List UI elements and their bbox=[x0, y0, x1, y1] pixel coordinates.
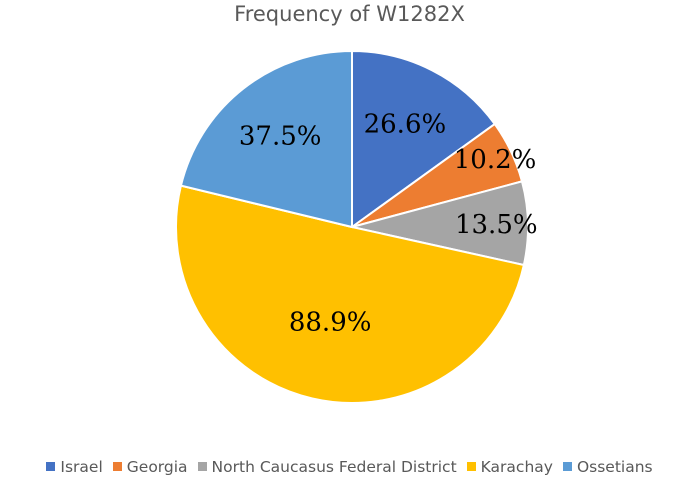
chart-title: Frequency of W1282X bbox=[234, 2, 465, 26]
pie-slice-ossetians bbox=[179, 49, 353, 229]
legend-label: Ossetians bbox=[576, 458, 653, 476]
data-label-ossetians: 37.5% bbox=[239, 122, 322, 152]
data-label-georgia: 10.2% bbox=[454, 145, 537, 175]
legend-label: Karachay bbox=[480, 458, 553, 476]
pie-chart: 26.6%10.2% 13.5% 88.9% 37.5% bbox=[175, 49, 538, 404]
legend-swatch bbox=[112, 462, 122, 471]
data-label-israel: 26.6% bbox=[364, 110, 447, 140]
legend-item-israel: Israel bbox=[46, 458, 103, 476]
legend-swatch bbox=[46, 462, 56, 471]
legend-item-ossetians: Ossetians bbox=[562, 458, 653, 476]
legend: Israel Georgia North Caucasus Federal Dist… bbox=[0, 458, 699, 476]
legend-item-north-caucasus-federal-district: North Caucasus Federal District bbox=[197, 458, 457, 476]
pie-slice-israel bbox=[351, 49, 497, 229]
legend-label: Israel bbox=[60, 458, 103, 476]
legend-item-karachay: Karachay bbox=[466, 458, 553, 476]
legend-swatch bbox=[197, 462, 207, 471]
legend-swatch bbox=[562, 462, 572, 471]
data-label-karachay: 88.9% bbox=[289, 307, 372, 337]
pie-slice-karachay bbox=[175, 184, 526, 404]
legend-label: Georgia bbox=[126, 458, 188, 476]
legend-swatch bbox=[466, 462, 476, 471]
legend-label: North Caucasus Federal District bbox=[211, 458, 457, 476]
data-label-north-caucasus-federal-district: 13.5% bbox=[455, 210, 538, 240]
legend-item-georgia: Georgia bbox=[112, 458, 188, 476]
